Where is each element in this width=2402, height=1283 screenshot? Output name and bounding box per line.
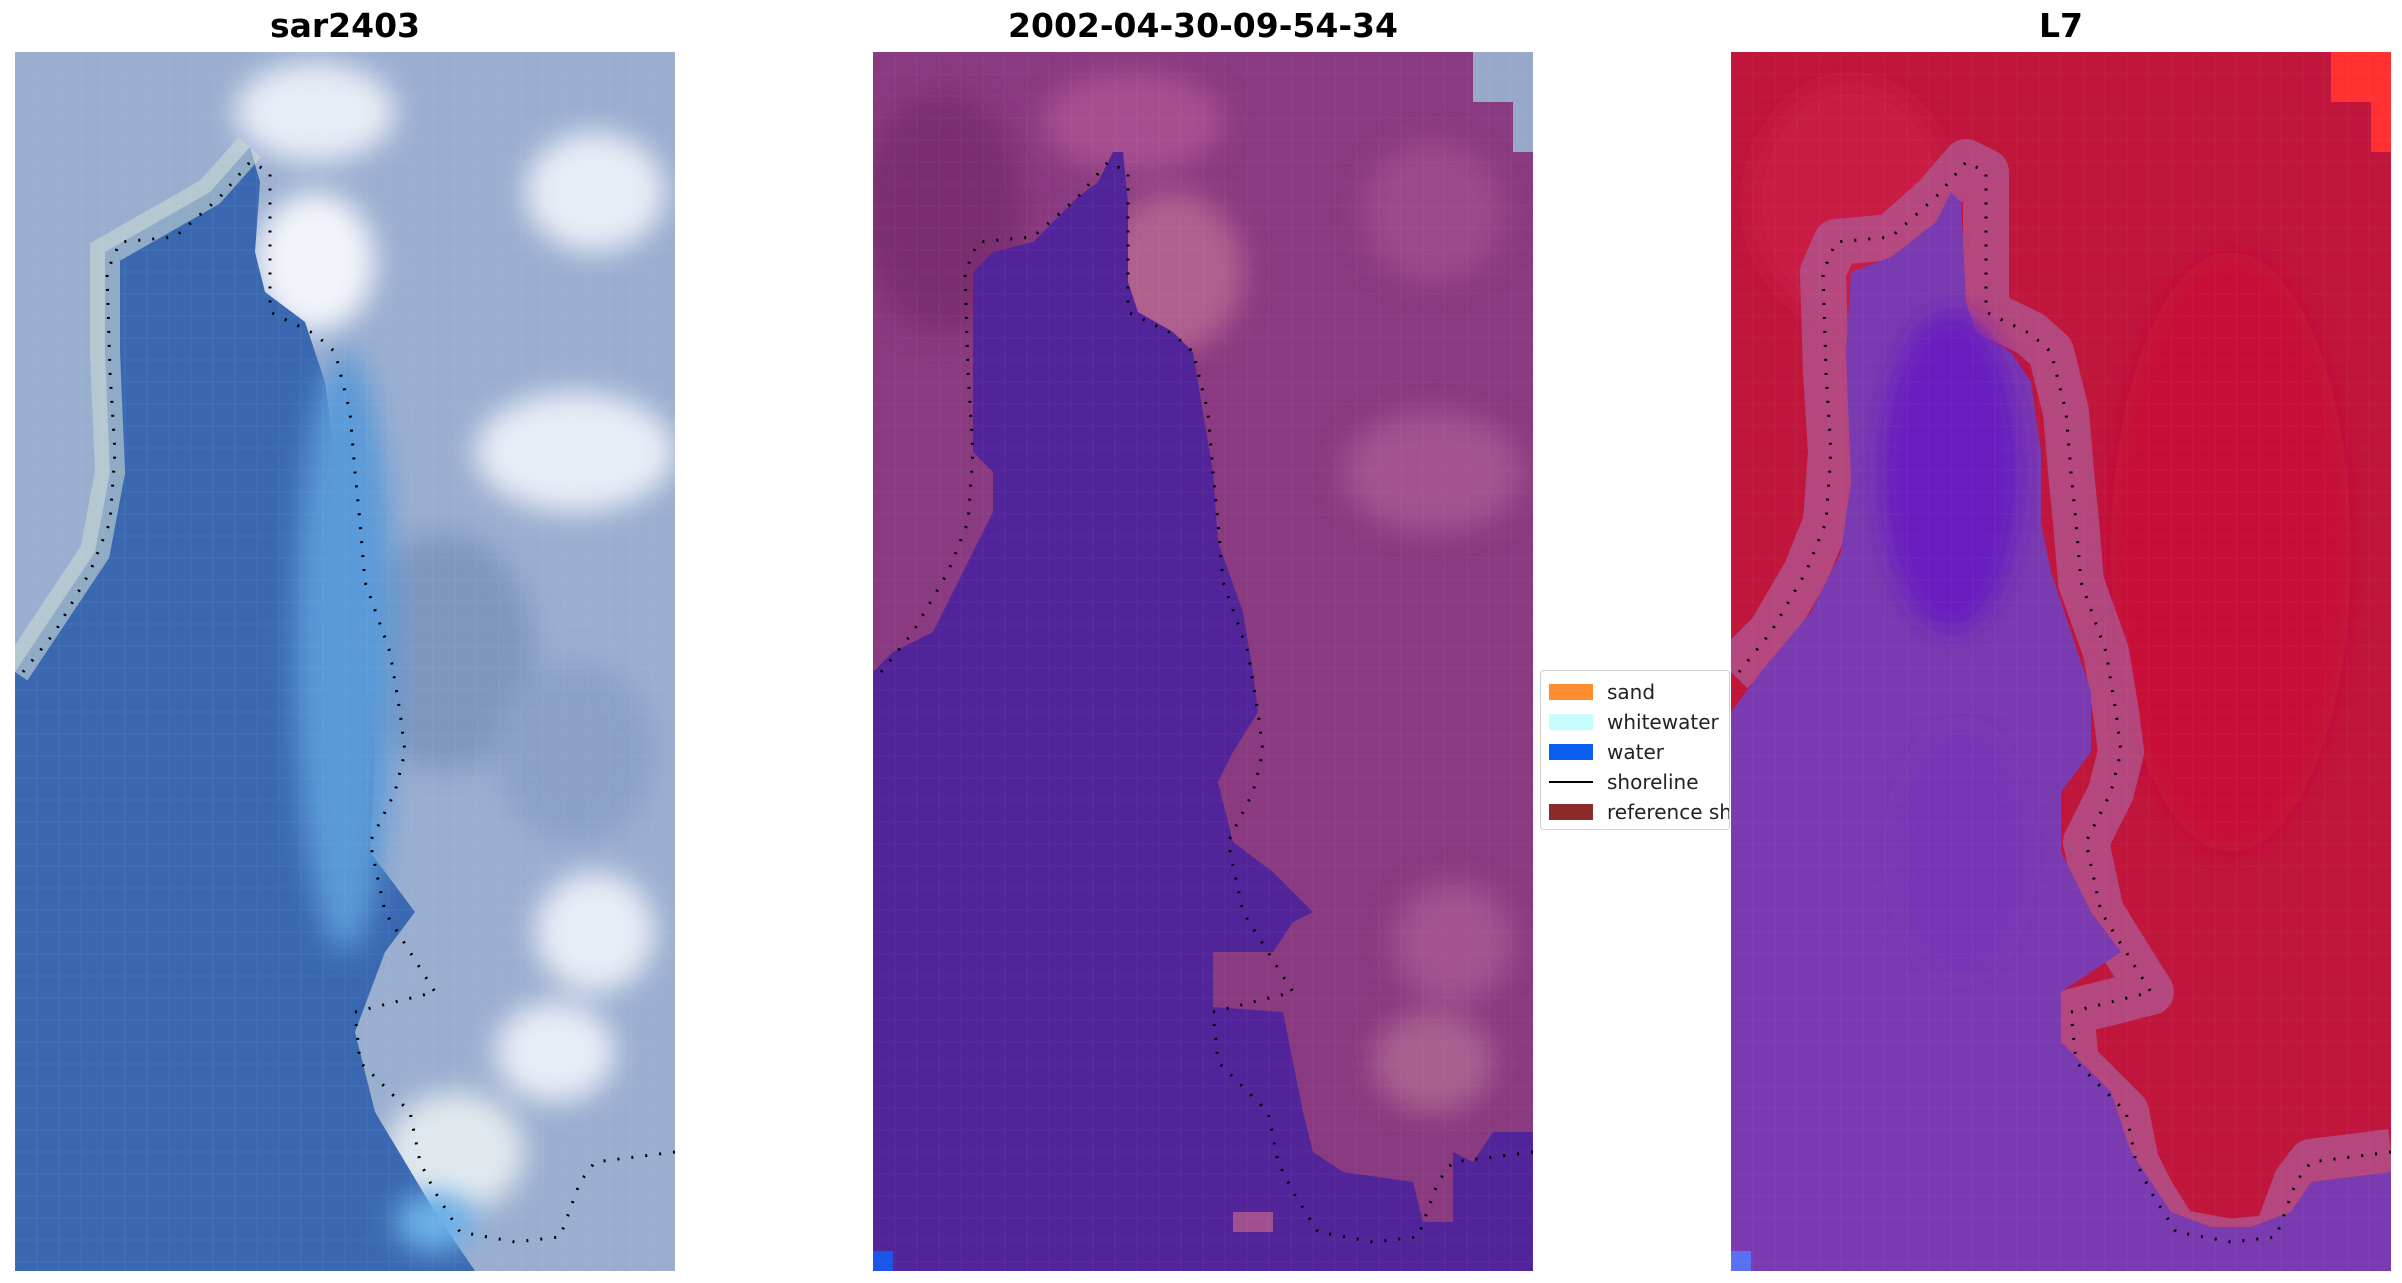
sand-swatch-icon (1549, 684, 1593, 700)
legend-label-whitewater: whitewater (1607, 710, 1719, 734)
legend-item-water: water (1549, 737, 1729, 767)
water-swatch-icon (1549, 744, 1593, 760)
shoreline (21, 160, 675, 1244)
legend-item-sand: sand (1549, 677, 1729, 707)
legend: sand whitewater water shoreline referenc… (1540, 670, 1730, 830)
rgb-image (15, 52, 675, 1271)
panel-title-l7: L7 (2039, 6, 2083, 45)
index-image (1731, 52, 2391, 1271)
classified-image-panel (873, 52, 1533, 1271)
panel-title-sar2403: sar2403 (269, 6, 421, 45)
legend-label-sand: sand (1607, 680, 1656, 704)
whitewater-swatch-icon (1549, 714, 1593, 730)
shoreline (1737, 160, 2391, 1244)
rgb-image-panel (15, 52, 675, 1271)
legend-item-reference-shoreline: reference shoreline (1549, 797, 1729, 827)
legend-label-water: water (1607, 740, 1664, 764)
shoreline-line-icon (1549, 781, 1593, 783)
reference-shoreline-swatch-icon (1549, 804, 1593, 820)
classified-image (873, 52, 1533, 1271)
legend-item-whitewater: whitewater (1549, 707, 1729, 737)
index-image-panel (1731, 52, 2391, 1271)
legend-label-reference-shoreline: reference shoreline (1607, 800, 1730, 824)
panel-title-date: 2002-04-30-09-54-34 (1008, 6, 1398, 45)
legend-label-shoreline: shoreline (1607, 770, 1699, 794)
legend-item-shoreline: shoreline (1549, 767, 1729, 797)
shoreline (879, 160, 1533, 1244)
